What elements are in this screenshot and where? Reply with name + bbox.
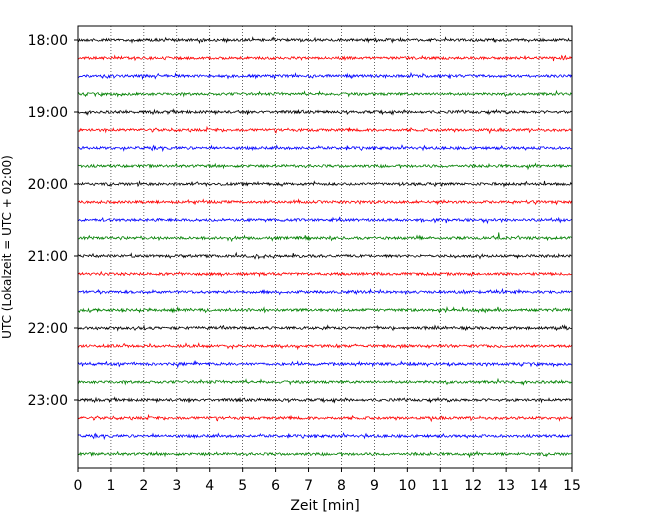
trace-1800 bbox=[77, 36, 572, 45]
trace-1945 bbox=[77, 162, 572, 171]
x-axis: 0 1 2 3 4 5 6 7 8 9 10 11 12 13 14 15 bbox=[74, 468, 581, 494]
trace-1930 bbox=[77, 144, 572, 153]
x-tick-label: 15 bbox=[563, 478, 581, 494]
trace-2315 bbox=[77, 413, 572, 423]
trace-group bbox=[77, 36, 572, 459]
x-tick-label: 0 bbox=[74, 478, 83, 494]
trace-1915 bbox=[77, 125, 572, 135]
trace-1900 bbox=[77, 108, 572, 116]
trace-2015 bbox=[77, 198, 572, 206]
trace-2215 bbox=[77, 342, 572, 351]
trace-2200 bbox=[77, 324, 572, 332]
x-tick-label: 13 bbox=[497, 478, 515, 494]
trace-2100 bbox=[77, 251, 572, 260]
x-tick-label: 7 bbox=[304, 478, 313, 494]
x-tick-label: 11 bbox=[431, 478, 449, 494]
y-tick-label: 20:00 bbox=[28, 177, 68, 193]
trace-2000 bbox=[77, 180, 572, 188]
trace-2115 bbox=[77, 270, 572, 278]
x-tick-label: 2 bbox=[139, 478, 148, 494]
x-tick-label: 4 bbox=[205, 478, 214, 494]
x-axis-label: Zeit [min] bbox=[290, 498, 359, 514]
trace-2130 bbox=[77, 287, 572, 296]
x-tick-label: 9 bbox=[370, 478, 379, 494]
x-tick-label: 12 bbox=[464, 478, 482, 494]
x-tick-label: 14 bbox=[530, 478, 548, 494]
plot-frame bbox=[77, 25, 573, 469]
y-tick-label: 23:00 bbox=[28, 393, 68, 409]
y-axis-label: UTC (Lokalzeit = UTC + 02:00) bbox=[0, 155, 14, 339]
trace-1845 bbox=[77, 89, 572, 98]
x-tick-label: 8 bbox=[337, 478, 346, 494]
y-tick-label: 19:00 bbox=[28, 105, 68, 121]
trace-2230 bbox=[77, 360, 572, 369]
x-tick-label: 3 bbox=[172, 478, 181, 494]
trace-2245 bbox=[77, 377, 572, 386]
y-tick-label: 18:00 bbox=[28, 33, 68, 49]
trace-1830 bbox=[77, 71, 572, 81]
y-tick-label: 21:00 bbox=[28, 249, 68, 265]
x-tick-label: 10 bbox=[398, 478, 416, 494]
trace-2030 bbox=[77, 216, 572, 225]
y-axis: 18:00 19:00 20:00 21:00 22:00 23:00 bbox=[28, 33, 78, 409]
trace-2045 bbox=[77, 232, 572, 243]
trace-1815 bbox=[77, 54, 572, 62]
trace-2145 bbox=[77, 305, 572, 314]
trace-2345 bbox=[77, 450, 572, 459]
x-tick-label: 6 bbox=[271, 478, 280, 494]
trace-2300 bbox=[77, 396, 572, 404]
x-tick-label: 1 bbox=[106, 478, 115, 494]
y-tick-label: 22:00 bbox=[28, 321, 68, 337]
x-tick-label: 5 bbox=[238, 478, 247, 494]
vertical-grid bbox=[110, 26, 540, 468]
trace-2330 bbox=[77, 432, 572, 441]
